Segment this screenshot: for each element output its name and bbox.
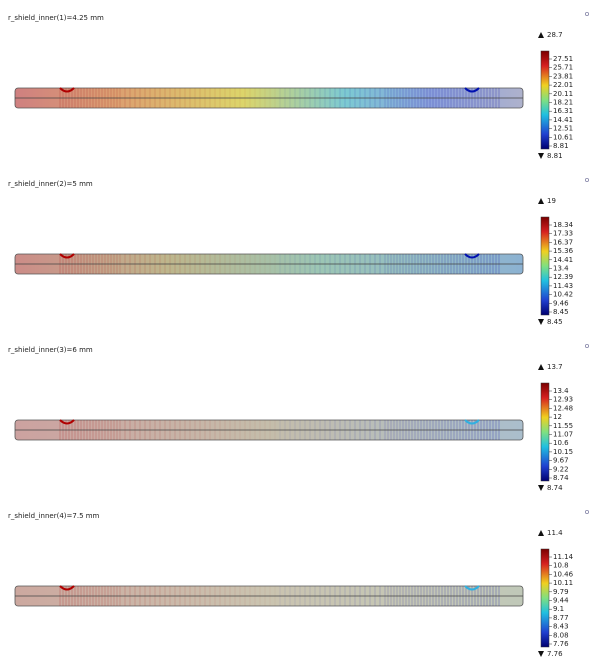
- min-value: 8.74: [547, 484, 563, 492]
- colorbar-label: 10.42: [553, 291, 573, 299]
- max-marker: [538, 198, 544, 204]
- colorbar: [540, 382, 550, 482]
- electrode-right: [464, 585, 480, 591]
- colorbar-label: 9.22: [553, 465, 569, 473]
- panel-title: r_shield_inner(1)=4.25 mm: [8, 14, 104, 22]
- colorbar-label: 10.46: [553, 570, 574, 578]
- colorbar-label: 10.11: [553, 579, 573, 587]
- colorbar: [540, 50, 550, 150]
- min-value: 8.45: [547, 318, 563, 326]
- colorbar-label: 12.93: [553, 396, 573, 404]
- colorbar: [540, 548, 550, 648]
- electrode-right: [464, 87, 480, 93]
- colorbar-label: 9.44: [553, 597, 569, 605]
- electrode-left: [59, 585, 75, 591]
- min-value: 7.76: [547, 650, 563, 658]
- min-marker: [538, 153, 544, 159]
- colorbar-label: 17.33: [553, 230, 573, 238]
- colorbar: [540, 216, 550, 316]
- colorbar-label: 14.41: [553, 116, 573, 124]
- panel-icon: [585, 509, 590, 514]
- panel-icon: [585, 343, 590, 348]
- max-marker: [538, 364, 544, 370]
- colorbar-label: 20.11: [553, 90, 573, 98]
- colorbar-label: 18.34: [553, 221, 574, 229]
- panel-icon: [585, 177, 590, 182]
- colorbar-label: 7.76: [553, 640, 569, 648]
- min-marker: [538, 485, 544, 491]
- colorbar-label: 11.14: [553, 553, 574, 561]
- colorbar-label: 23.81: [553, 72, 573, 80]
- colorbar-label: 8.74: [553, 474, 569, 482]
- electrode-left: [59, 87, 75, 93]
- colorbar-label: 9.1: [553, 605, 564, 613]
- colorbar-label: 14.41: [553, 256, 573, 264]
- colorbar-label: 11.55: [553, 422, 573, 430]
- colorbar-label: 11.07: [553, 431, 573, 439]
- colorbar-label: 12.51: [553, 125, 573, 133]
- colorbar-label: 9.79: [553, 588, 569, 596]
- colorbar-label: 8.81: [553, 142, 569, 150]
- colorbar-label: 10.61: [553, 133, 573, 141]
- colorbar-label: 10.8: [553, 562, 569, 570]
- electrode-right: [464, 419, 480, 425]
- colorbar-label: 12.48: [553, 404, 573, 412]
- colorbar-label: 9.67: [553, 457, 569, 465]
- colorbar-label: 10.15: [553, 448, 573, 456]
- colorbar-label: 13.4: [553, 265, 569, 273]
- colorbar-label: 15.36: [553, 247, 574, 255]
- panel-title: r_shield_inner(4)=7.5 mm: [8, 512, 100, 520]
- max-value: 28.7: [547, 31, 563, 39]
- min-marker: [538, 319, 544, 325]
- max-value: 13.7: [547, 363, 563, 371]
- panel-title: r_shield_inner(3)=6 mm: [8, 346, 93, 354]
- max-marker: [538, 32, 544, 38]
- colorbar-label: 12.39: [553, 273, 573, 281]
- electrode-left: [59, 419, 75, 425]
- colorbar-label: 8.08: [553, 631, 569, 639]
- colorbar-label: 8.77: [553, 614, 569, 622]
- electrode-left: [59, 253, 75, 259]
- colorbar-label: 25.71: [553, 64, 573, 72]
- min-marker: [538, 651, 544, 657]
- max-value: 19: [547, 197, 556, 205]
- colorbar-label: 16.31: [553, 107, 573, 115]
- colorbar-label: 9.46: [553, 299, 569, 307]
- colorbar-label: 10.6: [553, 439, 569, 447]
- panel-icon: [585, 11, 590, 16]
- colorbar-label: 22.01: [553, 81, 573, 89]
- colorbar-label: 16.37: [553, 238, 573, 246]
- colorbar-label: 8.43: [553, 623, 569, 631]
- colorbar-label: 13.4: [553, 387, 569, 395]
- colorbar-label: 12: [553, 413, 562, 421]
- colorbar-label: 27.51: [553, 55, 573, 63]
- colorbar-label: 18.21: [553, 99, 573, 107]
- colorbar-label: 8.45: [553, 308, 569, 316]
- min-value: 8.81: [547, 152, 563, 160]
- panel-title: r_shield_inner(2)=5 mm: [8, 180, 93, 188]
- electrode-right: [464, 253, 480, 259]
- max-value: 11.4: [547, 529, 563, 537]
- colorbar-label: 11.43: [553, 282, 573, 290]
- max-marker: [538, 530, 544, 536]
